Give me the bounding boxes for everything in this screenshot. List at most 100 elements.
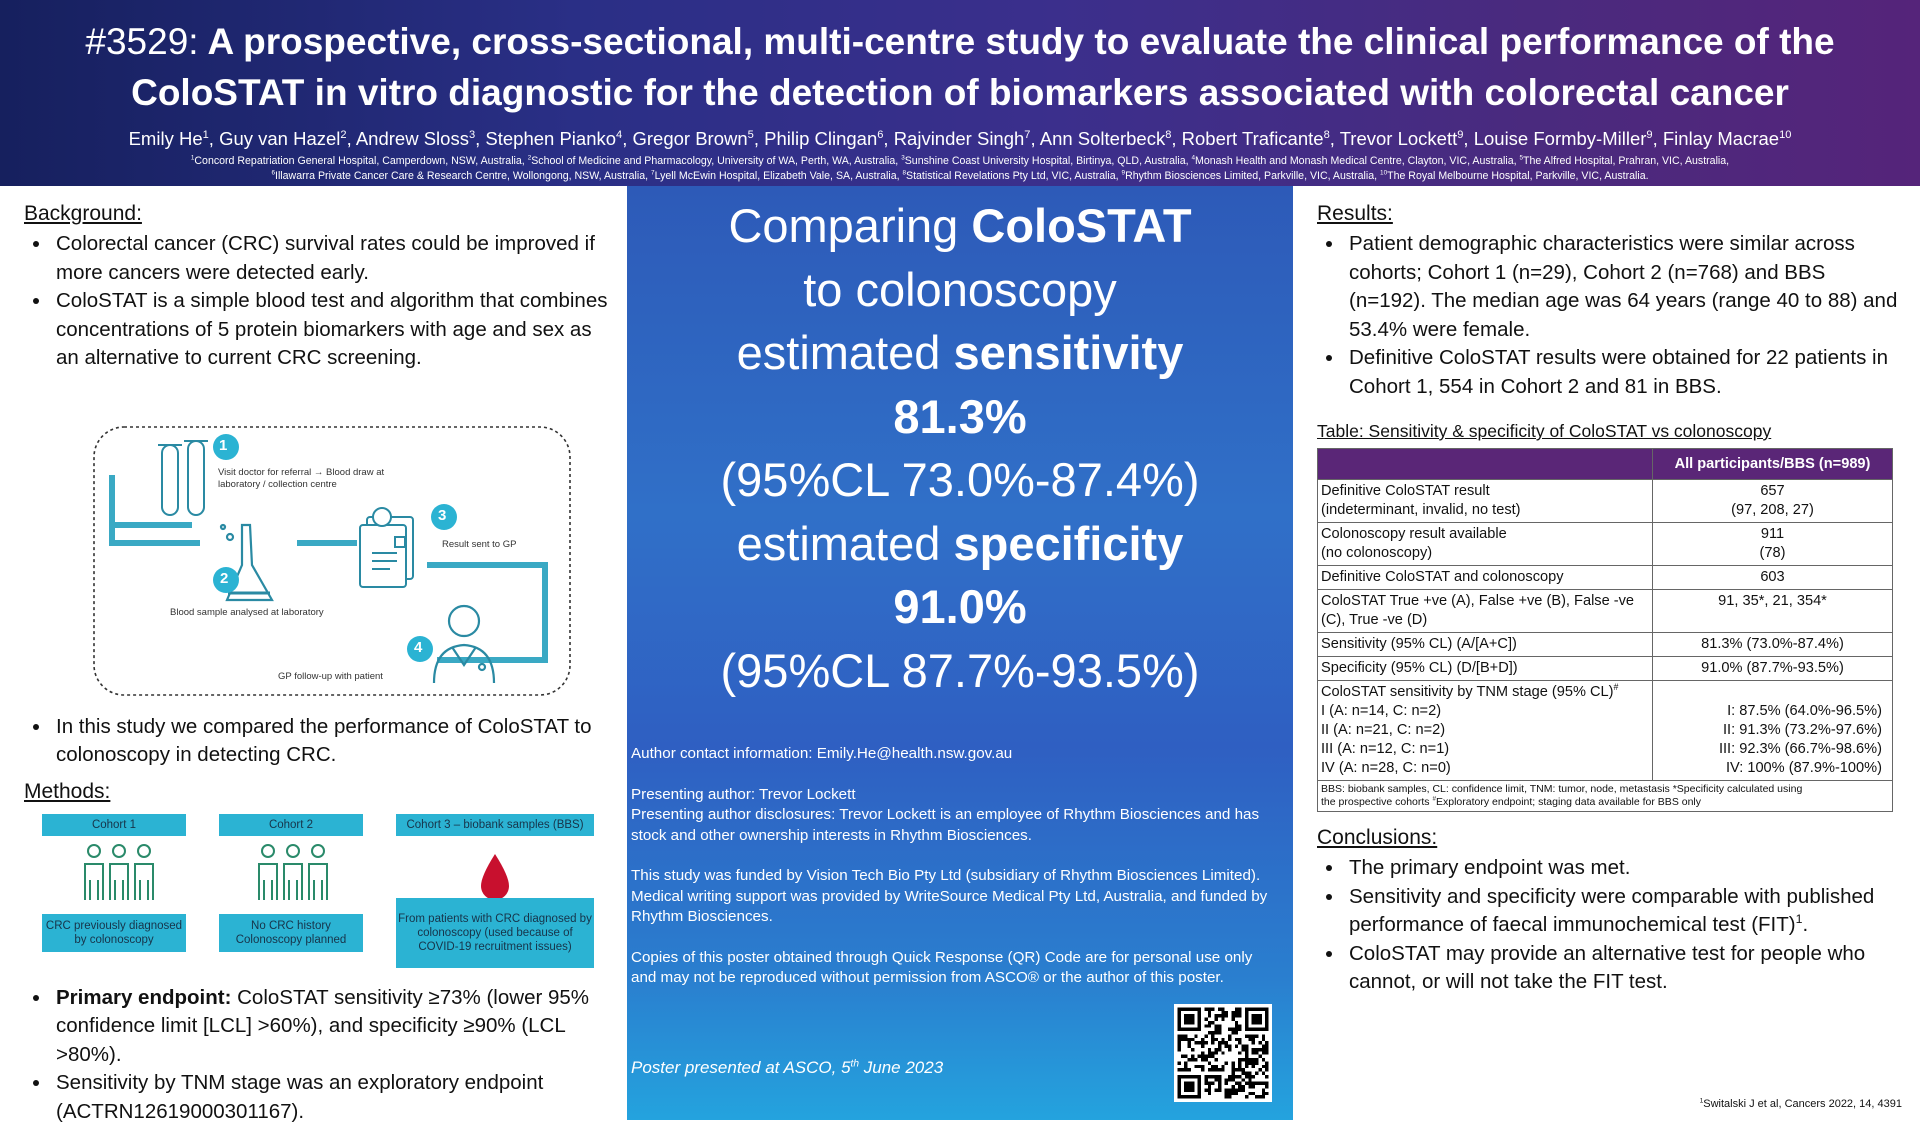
table-row: Definitive ColoSTAT result(indeterminant… xyxy=(1318,480,1893,523)
conclusion-bullet: ColoSTAT may provide an alternative test… xyxy=(1345,940,1902,997)
key-line-1: Comparing ColoSTAT xyxy=(627,194,1293,258)
cohort-2-title: Cohort 2 xyxy=(219,814,363,836)
sensitivity-value: 81.3% xyxy=(627,385,1293,449)
contact-info: Author contact information: Emily.He@hea… xyxy=(631,744,1281,765)
key-line-3-plain: estimated xyxy=(737,326,954,379)
author-affiliation-sup: 3 xyxy=(469,129,475,141)
step-3-number: 3 xyxy=(438,510,446,522)
table-label-cell: Definitive ColoSTAT and colonoscopy xyxy=(1318,566,1653,590)
author-name: Finlay Macrae xyxy=(1663,128,1779,149)
endpoint-list: Primary endpoint: ColoSTAT sensitivity ≥… xyxy=(24,984,609,1126)
cohort-panel: Cohort 1 Cohort 2 Cohort 3 – biobank sam… xyxy=(24,814,609,972)
primary-endpoint-bullet: Primary endpoint: ColoSTAT sensitivity ≥… xyxy=(52,984,609,1070)
key-line-5-bold: specificity xyxy=(953,517,1183,570)
conclusion-end: . xyxy=(1802,913,1808,936)
blood-drop-icon xyxy=(481,854,509,900)
tnm-value-cell: I: 87.5% (64.0%-96.5%) II: 91.3% (73.2%-… xyxy=(1653,681,1893,781)
results-bullet: Definitive ColoSTAT results were obtaine… xyxy=(1345,344,1902,401)
step-1-number: 1 xyxy=(219,440,227,452)
table-row: Sensitivity (95% CL) (A/[A+C]) 81.3% (73… xyxy=(1318,633,1893,657)
cohort-1-title: Cohort 1 xyxy=(42,814,186,836)
title-line-2: ColoSTAT in vitro diagnostic for the det… xyxy=(131,72,1789,113)
author-name: Stephen Pianko xyxy=(485,128,616,149)
tnm-label-cell: ColoSTAT sensitivity by TNM stage (95% C… xyxy=(1318,681,1653,781)
study-bullet: In this study we compared the performanc… xyxy=(52,713,609,770)
table-value-cell: 81.3% (73.0%-87.4%) xyxy=(1653,633,1893,657)
affiliations-line-1: 1Concord Repatriation General Hospital, … xyxy=(0,154,1920,169)
table-label-cell: Colonoscopy result available(no colonosc… xyxy=(1318,523,1653,566)
author-name: Andrew Sloss xyxy=(356,128,469,149)
key-line-3: estimated sensitivity xyxy=(627,321,1293,385)
author-name: Emily He xyxy=(129,128,203,149)
table-footnote-row: BBS: biobank samples, CL: confidence lim… xyxy=(1318,781,1893,812)
table-footnote: BBS: biobank samples, CL: confidence lim… xyxy=(1318,781,1893,812)
author-name: Robert Traficante xyxy=(1182,128,1324,149)
footnote-line-2: the prospective cohorts xyxy=(1321,796,1432,808)
poster-presented: Poster presented at ASCO, 5th June 2023 xyxy=(631,1058,943,1078)
cohort-2-description: No CRC history Colonoscopy planned xyxy=(219,914,363,952)
disclosures: Presenting author disclosures: Trevor Lo… xyxy=(631,805,1281,846)
methods-heading: Methods: xyxy=(24,780,609,804)
author-affiliation-sup: 8 xyxy=(1324,129,1330,141)
tnm-stage-value: I: 87.5% (64.0%-96.5%) xyxy=(1727,703,1882,719)
row-value: 911 xyxy=(1761,526,1784,542)
affiliation-text: Statistical Revelations Pty Ltd, VIC, Au… xyxy=(906,170,1122,182)
tnm-stage-label: I (A: n=14, C: n=2) xyxy=(1321,703,1441,719)
reference-text: Switalski J et al, Cancers 2022, 14, 439… xyxy=(1703,1098,1902,1110)
qr-code[interactable] xyxy=(1174,1004,1272,1102)
affiliation-text: Illawarra Private Cancer Care & Research… xyxy=(275,170,651,182)
affiliation-text: Concord Repatriation General Hospital, C… xyxy=(194,155,527,167)
author-affiliation-sup: 5 xyxy=(748,129,754,141)
step-1-label: Visit doctor for referral → Blood draw a… xyxy=(218,467,408,491)
key-line-1-bold: ColoSTAT xyxy=(971,199,1191,252)
table-label-cell: Definitive ColoSTAT result(indeterminant… xyxy=(1318,480,1653,523)
affiliation-text: Sunshine Coast University Hospital, Birt… xyxy=(905,155,1192,167)
path-line-left xyxy=(112,475,200,543)
table-row: ColoSTAT True +ve (A), False +ve (B), Fa… xyxy=(1318,590,1893,633)
left-column: Background: Colorectal cancer (CRC) surv… xyxy=(0,186,627,1120)
table-value-cell: 91, 35*, 21, 354* xyxy=(1653,590,1893,633)
author-affiliation-sup: 8 xyxy=(1165,129,1171,141)
people-group-icon xyxy=(85,845,153,900)
footnote-line-3: Exploratory endpoint; staging data avail… xyxy=(1436,796,1701,808)
conclusion-bullet: The primary endpoint was met. xyxy=(1345,854,1902,883)
author-affiliation-sup: 7 xyxy=(1024,129,1030,141)
pathway-diagram-graphic xyxy=(92,425,572,697)
background-heading: Background: xyxy=(24,202,609,226)
doctor-icon xyxy=(434,606,494,683)
author-name: Trevor Lockett xyxy=(1340,128,1458,149)
table-row-tnm: ColoSTAT sensitivity by TNM stage (95% C… xyxy=(1318,681,1893,781)
specificity-ci: (95%CL 87.7%-93.5%) xyxy=(627,639,1293,703)
row-label: Definitive ColoSTAT result xyxy=(1321,483,1490,499)
author-affiliation-sup: 9 xyxy=(1646,129,1652,141)
author-name: Louise Formby-Miller xyxy=(1474,128,1647,149)
step-2-number: 2 xyxy=(220,573,228,585)
poster-title: #3529: A prospective, cross-sectional, m… xyxy=(40,0,1880,118)
test-tubes-icon xyxy=(158,441,208,515)
table-row: Specificity (95% CL) (D/[B+D]) 91.0% (87… xyxy=(1318,657,1893,681)
affiliations-line-2: 6Illawarra Private Cancer Care & Researc… xyxy=(0,169,1920,184)
tnm-stage-value: II: 91.3% (73.2%-97.6%) xyxy=(1723,722,1882,738)
table-header-row: All participants/BBS (n=989) xyxy=(1318,449,1893,480)
results-bullet: Patient demographic characteristics were… xyxy=(1345,230,1902,344)
table-value-cell: 657(97, 208, 27) xyxy=(1653,480,1893,523)
conclusion-text: Sensitivity and specificity were compara… xyxy=(1349,885,1874,937)
author-name: Gregor Brown xyxy=(633,128,748,149)
specificity-value-text: 91.0% xyxy=(893,580,1026,633)
title-line-1: A prospective, cross-sectional, multi-ce… xyxy=(208,21,1835,62)
tnm-title-sup: # xyxy=(1614,682,1619,692)
cohort-3-description: From patients with CRC diagnosed by colo… xyxy=(396,898,594,968)
table-row: Colonoscopy result available(no colonosc… xyxy=(1318,523,1893,566)
primary-endpoint-label: Primary endpoint: xyxy=(56,986,231,1009)
footnote-line-1: BBS: biobank samples, CL: confidence lim… xyxy=(1321,783,1802,795)
tnm-title: ColoSTAT sensitivity by TNM stage (95% C… xyxy=(1321,684,1614,700)
author-name: Rajvinder Singh xyxy=(894,128,1025,149)
results-list: Patient demographic characteristics were… xyxy=(1317,230,1902,401)
key-line-1-plain: Comparing xyxy=(728,199,971,252)
cohort-3-title: Cohort 3 – biobank samples (BBS) xyxy=(396,814,594,836)
background-list: Colorectal cancer (CRC) survival rates c… xyxy=(24,230,609,373)
affiliation-text: School of Medicine and Pharmacology, Uni… xyxy=(531,155,901,167)
step-3-label: Result sent to GP xyxy=(442,539,552,551)
table-value-cell: 911(78) xyxy=(1653,523,1893,566)
author-name: Guy van Hazel xyxy=(219,128,340,149)
